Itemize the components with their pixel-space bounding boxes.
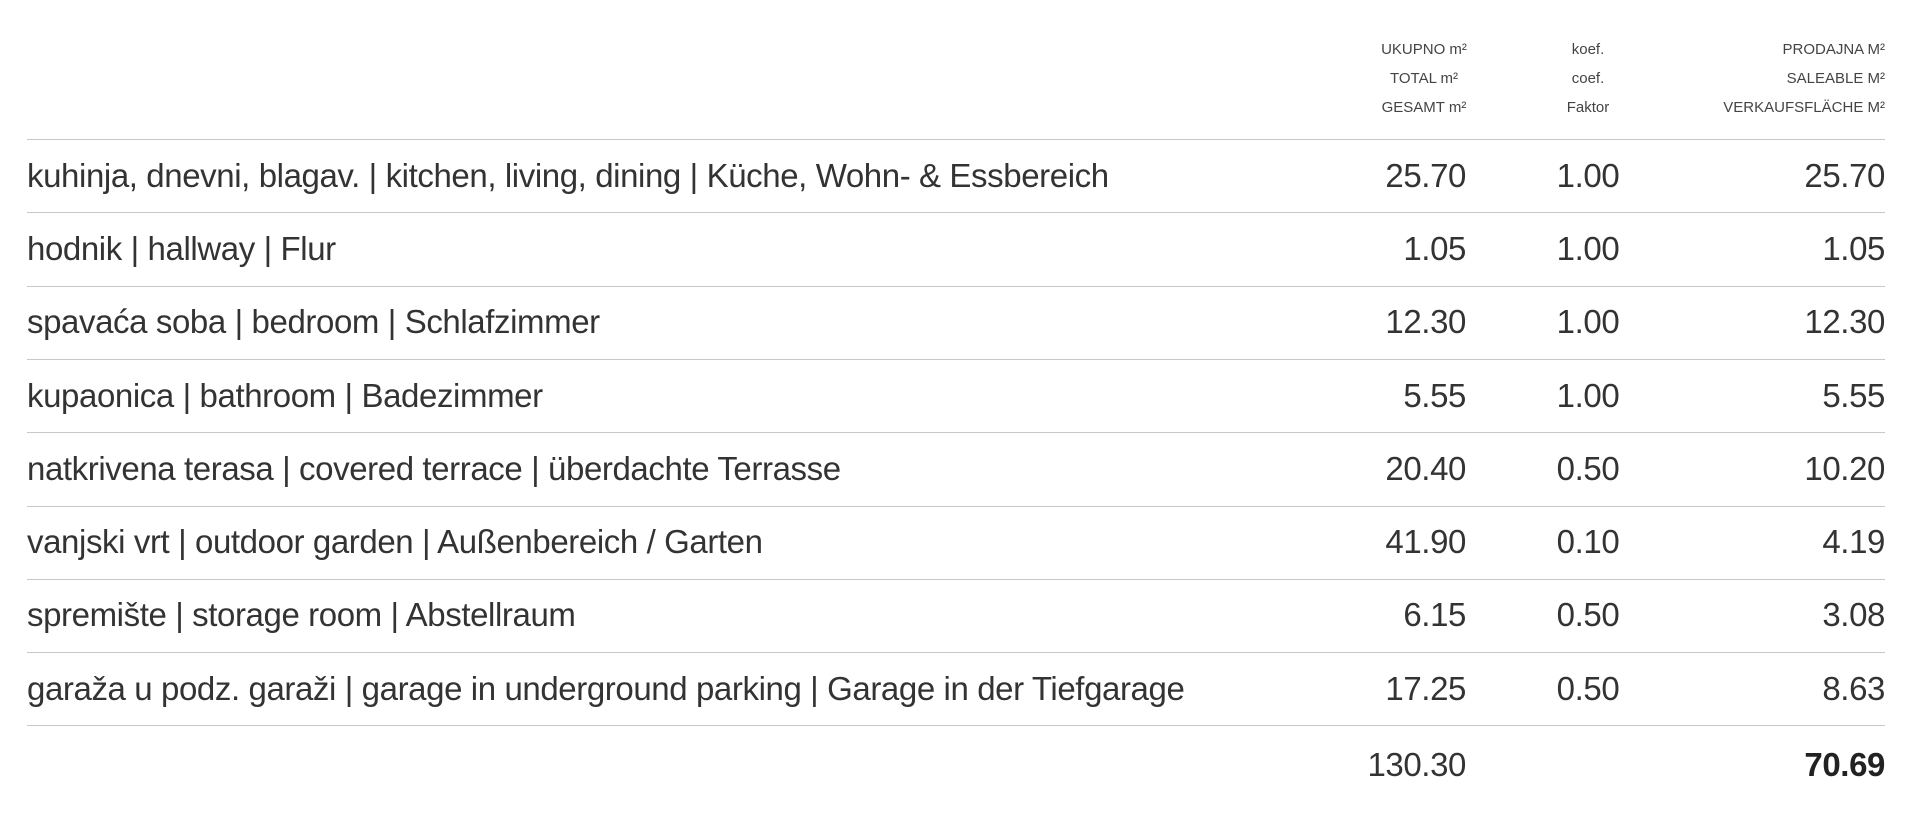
saleable-area: 4.19 xyxy=(1822,523,1885,561)
room-label: hodnik | hallway | Flur xyxy=(27,229,336,267)
divider xyxy=(27,578,1885,580)
total-area: 5.55 xyxy=(1403,376,1466,414)
column-header: PRODAJNA M² xyxy=(1782,41,1885,58)
coefficient: 1.00 xyxy=(1556,303,1620,341)
total-sum: 130.30 xyxy=(1367,746,1466,784)
column-header: Faktor xyxy=(1566,99,1610,116)
divider xyxy=(27,285,1885,287)
divider xyxy=(27,652,1885,654)
column-header: TOTAL m² xyxy=(1389,70,1459,87)
saleable-sum: 70.69 xyxy=(1804,746,1885,784)
column-header: UKUPNO m² xyxy=(1381,41,1467,58)
total-area: 25.70 xyxy=(1385,156,1466,194)
total-area: 20.40 xyxy=(1385,449,1466,487)
room-label: garaža u podz. garaži | garage in underg… xyxy=(27,669,1185,707)
saleable-area: 8.63 xyxy=(1822,669,1885,707)
total-area: 6.15 xyxy=(1403,596,1466,634)
saleable-area: 12.30 xyxy=(1804,303,1885,341)
saleable-area: 1.05 xyxy=(1822,229,1885,267)
saleable-area: 25.70 xyxy=(1804,156,1885,194)
room-label: vanjski vrt | outdoor garden | Außenbere… xyxy=(27,523,763,561)
total-area: 41.90 xyxy=(1385,523,1466,561)
coefficient: 1.00 xyxy=(1556,156,1620,194)
column-header: koef. xyxy=(1571,41,1605,58)
total-area: 17.25 xyxy=(1385,669,1466,707)
room-label: natkrivena terasa | covered terrace | üb… xyxy=(27,449,841,487)
total-area: 1.05 xyxy=(1403,229,1466,267)
coefficient: 1.00 xyxy=(1556,229,1620,267)
column-header: SALEABLE M² xyxy=(1786,70,1885,87)
column-header: coef. xyxy=(1571,70,1605,87)
divider xyxy=(27,139,1885,140)
total-area: 12.30 xyxy=(1385,303,1466,341)
divider xyxy=(27,212,1885,214)
divider xyxy=(27,358,1885,360)
saleable-area: 5.55 xyxy=(1822,376,1885,414)
coefficient: 0.50 xyxy=(1556,449,1620,487)
room-label: kuhinja, dnevni, blagav. | kitchen, livi… xyxy=(27,156,1109,194)
divider xyxy=(27,432,1885,434)
divider xyxy=(27,505,1885,507)
room-label: kupaonica | bathroom | Badezimmer xyxy=(27,376,543,414)
coefficient: 0.10 xyxy=(1556,523,1620,561)
saleable-area: 10.20 xyxy=(1804,449,1885,487)
room-label: spremište | storage room | Abstellraum xyxy=(27,596,576,634)
coefficient: 1.00 xyxy=(1556,376,1620,414)
room-label: spavaća soba | bedroom | Schlafzimmer xyxy=(27,303,600,341)
divider xyxy=(27,725,1885,727)
column-header: GESAMT m² xyxy=(1381,99,1467,116)
coefficient: 0.50 xyxy=(1556,669,1620,707)
saleable-area: 3.08 xyxy=(1822,596,1885,634)
column-header: VERKAUFSFLÄCHE M² xyxy=(1723,99,1885,116)
coefficient: 0.50 xyxy=(1556,596,1620,634)
